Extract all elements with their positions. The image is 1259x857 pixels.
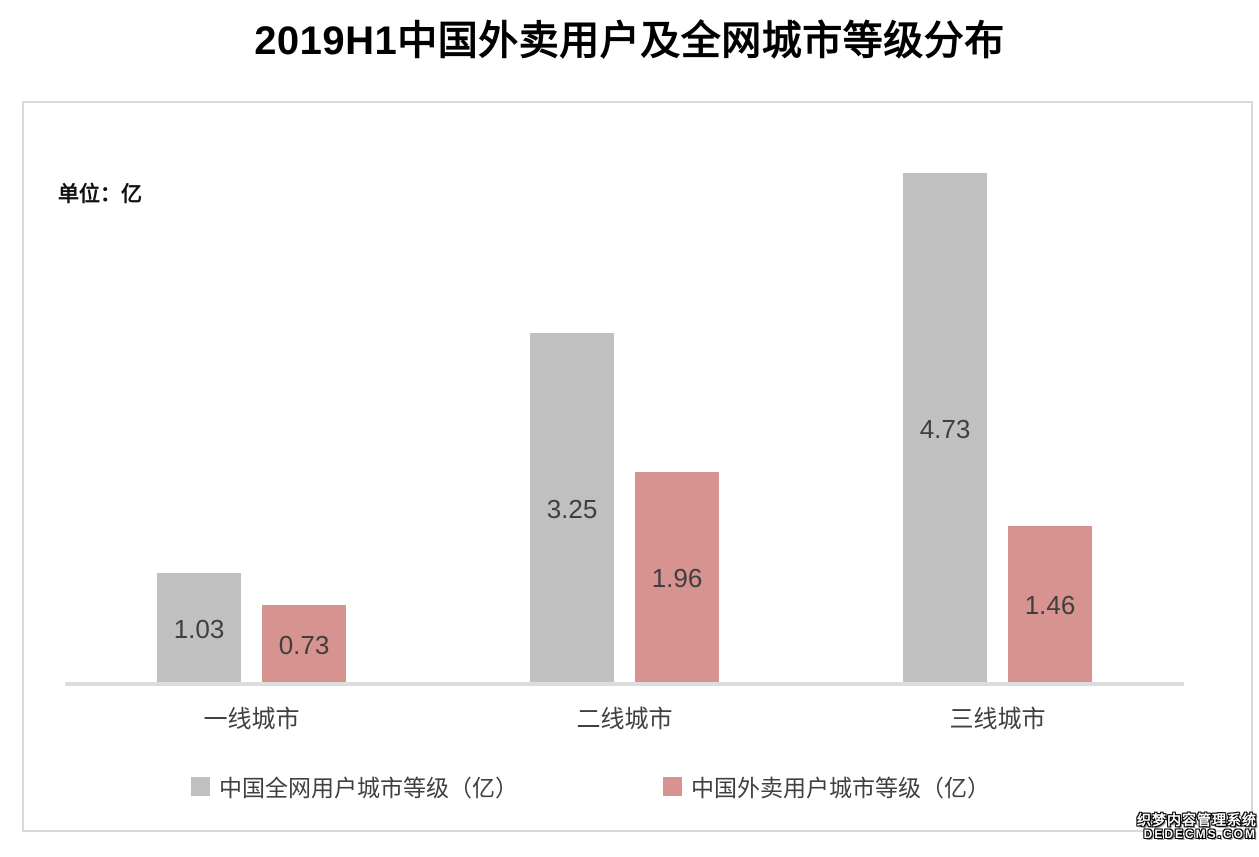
legend-item-total-users: 中国全网用户城市等级（亿） xyxy=(191,769,518,803)
watermark-cms-domain: DEDECMS.COM xyxy=(1143,827,1257,842)
x-axis-line xyxy=(65,682,1184,686)
bar-series0-三线城市: 4.73 xyxy=(903,173,987,684)
unit-label: 单位：亿 xyxy=(58,183,142,206)
bar-value-label: 1.96 xyxy=(651,563,703,593)
bar-series1-二线城市: 1.96 xyxy=(635,472,719,684)
bar-series0-一线城市: 1.03 xyxy=(157,573,241,684)
legend-label-total-users: 中国全网用户城市等级（亿） xyxy=(219,775,518,801)
legend-item-takeout-users: 中国外卖用户城市等级（亿） xyxy=(663,769,990,803)
bar-value-label: 1.03 xyxy=(173,613,225,644)
chart-title: 2019H1中国外卖用户及全网城市等级分布 xyxy=(254,19,1005,63)
category-label-二线城市: 二线城市 xyxy=(576,706,673,733)
bar-series0-二线城市: 3.25 xyxy=(530,333,614,684)
bar-value-label: 0.73 xyxy=(278,629,330,660)
category-label-一线城市: 一线城市 xyxy=(203,706,300,733)
watermark-cms-name: 织梦内容管理系统 xyxy=(1137,812,1257,829)
bar-series1-三线城市: 1.46 xyxy=(1008,526,1092,684)
bar-value-label: 3.25 xyxy=(546,493,598,524)
category-label-三线城市: 三线城市 xyxy=(949,706,1046,733)
legend-marker-pink-square-icon xyxy=(663,776,682,796)
chart-container xyxy=(22,101,1253,832)
bar-value-label: 4.73 xyxy=(919,413,971,444)
legend-marker-gray-square-icon xyxy=(191,776,210,796)
watermark: 织梦内容管理系统 DEDECMS.COM xyxy=(1137,812,1257,842)
bar-value-label: 1.46 xyxy=(1024,590,1076,620)
legend-label-takeout-users: 中国外卖用户城市等级（亿） xyxy=(691,775,990,801)
bar-series1-一线城市: 0.73 xyxy=(262,605,346,684)
